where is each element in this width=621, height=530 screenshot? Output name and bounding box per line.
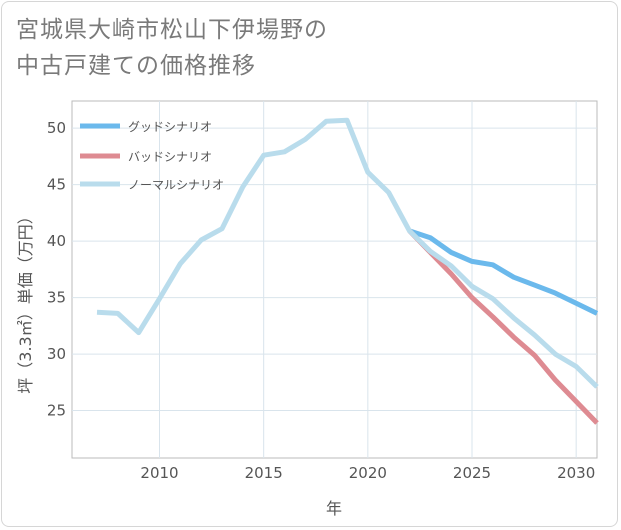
series-lines <box>96 117 599 425</box>
y-tick-label-50: 50 <box>47 119 66 137</box>
x-tick-labels: 2010 2015 2020 2025 2030 <box>140 464 595 482</box>
legend-label-normal: ノーマルシナリオ <box>128 178 224 192</box>
y-tick-label-40: 40 <box>47 232 66 250</box>
y-tick-label-30: 30 <box>47 345 66 363</box>
y-axis-label: 坪（3.3㎡）単価（万円） <box>16 208 35 393</box>
x-tick-label-2025: 2025 <box>453 464 491 482</box>
x-tick-label-2030: 2030 <box>557 464 595 482</box>
legend-label-bad: バッドシナリオ <box>128 150 212 164</box>
series-line-normal <box>96 117 599 389</box>
chart-title: 宮城県大崎市松山下伊場野の 中古戸建ての価格推移 <box>16 12 328 84</box>
x-tick-label-2015: 2015 <box>245 464 283 482</box>
legend-label-good: グッドシナリオ <box>128 120 212 134</box>
legend: グッドシナリオ バッドシナリオ ノーマルシナリオ <box>80 120 224 192</box>
x-tick-label-2010: 2010 <box>140 464 178 482</box>
chart-title-line-2: 中古戸建ての価格推移 <box>16 53 256 79</box>
y-tick-labels: 25 30 35 40 45 50 <box>47 119 66 419</box>
x-tick-label-2020: 2020 <box>349 464 387 482</box>
chart-title-line-1: 宮城県大崎市松山下伊場野の <box>16 17 328 43</box>
y-tick-label-45: 45 <box>47 176 66 194</box>
series-line-good <box>408 228 599 316</box>
y-tick-label-35: 35 <box>47 289 66 307</box>
series-line-bad <box>407 229 599 425</box>
y-tick-label-25: 25 <box>47 402 66 420</box>
x-axis-label: 年 <box>326 499 342 518</box>
